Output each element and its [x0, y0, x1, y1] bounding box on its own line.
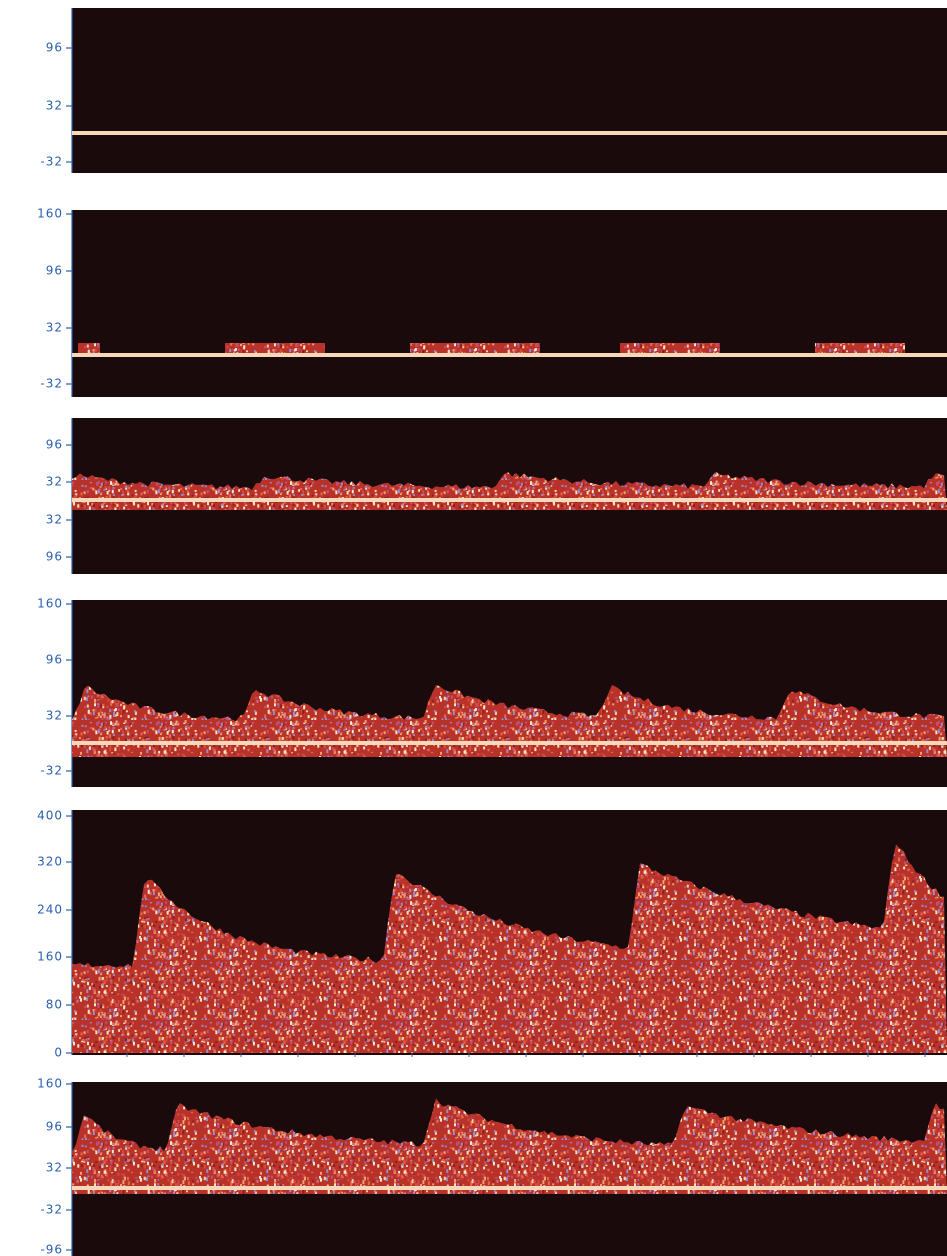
spectral-fill — [815, 343, 905, 353]
panel-bg — [72, 210, 947, 397]
tick-label: 32 — [46, 513, 63, 527]
tick-label: -96 — [40, 1243, 63, 1256]
tick-label: 96 — [46, 653, 63, 667]
tick-label: 80 — [46, 998, 63, 1012]
spectral-fill — [620, 343, 720, 353]
tick-label: -32 — [40, 1203, 63, 1217]
spectral-fill — [225, 343, 325, 353]
page: 96 32 -32 160 96 32 -32 96 32 32 96 160 96 32 -32 400 32… — [0, 0, 947, 1256]
doppler-panel: 96 32 -32 — [40, 8, 947, 173]
doppler-panel: 400 320 240 160 80 0 — [37, 809, 947, 1060]
tick-label: -32 — [40, 155, 63, 169]
tick-label: 240 — [37, 903, 63, 917]
tick-label: 96 — [46, 41, 63, 55]
tick-label: 32 — [46, 1161, 63, 1175]
spectral-fill — [78, 343, 100, 353]
panel-bg — [72, 600, 947, 787]
doppler-panel: 160 96 32 -32 -96 — [37, 1077, 947, 1256]
tick-label: 32 — [46, 99, 63, 113]
tick-label: 160 — [37, 1077, 63, 1091]
tick-label: 32 — [46, 475, 63, 489]
tick-label: 32 — [46, 321, 63, 335]
doppler-figure: 96 32 -32 160 96 32 -32 96 32 32 96 160 96 32 -32 400 32… — [0, 0, 947, 1256]
doppler-panel: 160 96 32 -32 — [37, 597, 947, 788]
tick-label: 0 — [54, 1046, 63, 1060]
doppler-panel: 160 96 32 -32 — [37, 207, 947, 398]
panel-bg — [72, 8, 947, 173]
tick-label: -32 — [40, 764, 63, 778]
tick-label: 160 — [37, 950, 63, 964]
tick-label: -32 — [40, 377, 63, 391]
tick-label: 96 — [46, 1120, 63, 1134]
tick-label: 160 — [37, 597, 63, 611]
tick-label: 96 — [46, 438, 63, 452]
tick-label: 160 — [37, 207, 63, 221]
doppler-panel: 96 32 32 96 — [46, 418, 947, 574]
tick-label: 96 — [46, 264, 63, 278]
tick-label: 400 — [37, 809, 63, 823]
spectral-fill — [410, 343, 540, 353]
tick-label: 32 — [46, 709, 63, 723]
tick-label: 320 — [37, 855, 63, 869]
tick-label: 96 — [46, 550, 63, 564]
